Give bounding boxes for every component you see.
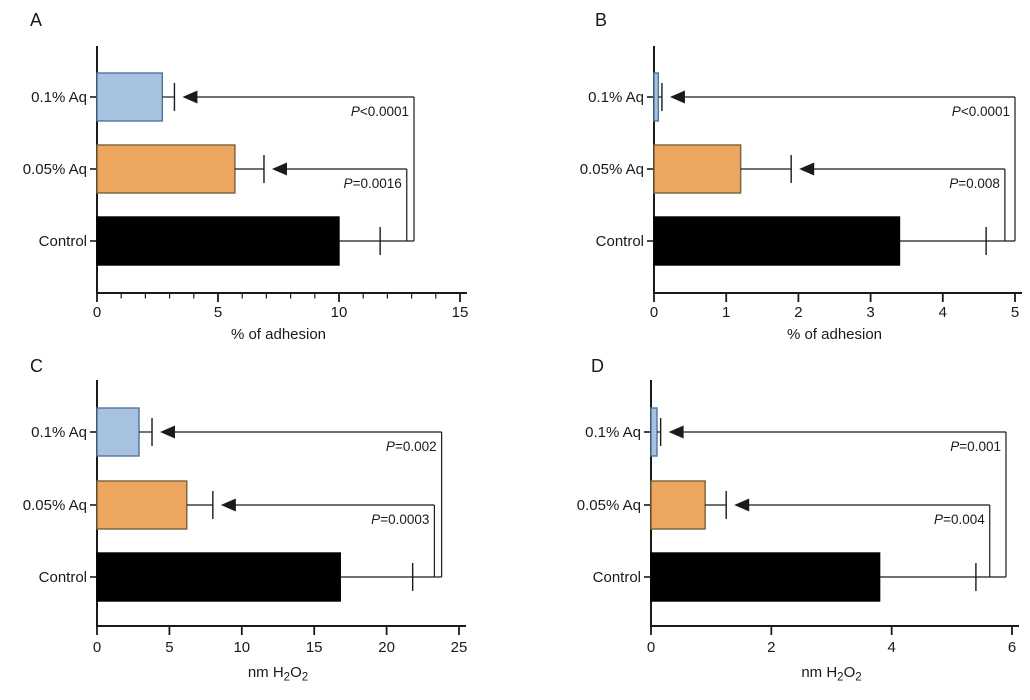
p-value-label: P=0.004 [934,512,985,527]
x-axis-tick-label: 3 [866,304,874,321]
panel-A-chart: A 0 5 10 15 % of adhesion 0.1% Aq 0.05% Aq Contr… [23,10,469,343]
panel-C-chart: C 0 5 10 15 20 25 nm H2O2 0.1% Aq 0.05% Aq Control… [23,356,468,684]
bar-control [96,552,341,602]
x-axis-tick-label: 2 [767,639,775,656]
category-label: 0.1% Aq [588,89,644,106]
category-label: Control [596,233,644,250]
x-axis-title: % of adhesion [787,326,882,343]
bar-control [96,216,340,266]
x-axis-tick-label: 5 [214,304,222,321]
panel-letter: C [30,356,43,376]
x-axis-tick-label: 25 [451,639,468,656]
significance-arrow-icon [160,425,176,439]
bar-0-1-aq [653,72,660,122]
panel-letter: D [591,356,604,376]
p-value-label: P=0.002 [386,439,437,454]
significance-arrow-icon [220,498,236,512]
x-axis-tick-label: 1 [722,304,730,321]
x-axis-tick-label: 0 [647,639,655,656]
panel-D: D 0 2 4 6 nm H2O2 0.1% Aq 0.05% Aq Control P=0.00… [515,350,1030,700]
x-axis-tick-label: 15 [452,304,469,321]
x-axis-tick-label: 6 [1008,639,1016,656]
category-label: 0.1% Aq [31,89,87,106]
category-label: Control [39,233,87,250]
x-axis-tick-label: 4 [887,639,895,656]
bar-0-1-aq [96,407,140,457]
category-label: 0.05% Aq [23,161,87,178]
p-value-label: P=0.0016 [344,176,402,191]
x-axis-tick-label: 10 [233,639,250,656]
category-label: 0.1% Aq [31,424,87,441]
panel-A: A 0 5 10 15 % of adhesion 0.1% Aq 0.05% Aq Contr… [0,0,515,350]
significance-arrow-icon [668,425,684,439]
significance-arrow-icon [271,162,287,176]
bar-0-1-aq [96,72,164,122]
significance-arrow-icon [182,90,198,104]
panel-letter: B [595,10,607,30]
x-axis-tick-label: 10 [331,304,348,321]
bar-0-05-aq [653,144,742,194]
x-axis-tick-label: 0 [650,304,658,321]
panel-D-chart: D 0 2 4 6 nm H2O2 0.1% Aq 0.05% Aq Control P=0.00… [577,356,1019,684]
panel-B-chart: B 0 1 2 3 4 5 % of adhesion 0.1% Aq 0.05% Aq Contr… [580,10,1022,343]
significance-arrow-icon [669,90,685,104]
x-axis-tick-label: 0 [93,304,101,321]
category-label: Control [593,569,641,586]
significance-arrow-icon [734,498,750,512]
bar-0-05-aq [96,144,236,194]
category-label: Control [39,569,87,586]
category-label: 0.1% Aq [585,424,641,441]
bar-0-1-aq [650,407,658,457]
x-axis-tick-label: 0 [93,639,101,656]
p-value-label: P<0.0001 [351,104,409,119]
p-value-label: P<0.0001 [952,104,1010,119]
x-axis-tick-label: 20 [378,639,395,656]
category-label: 0.05% Aq [577,497,641,514]
x-axis-tick-label: 4 [939,304,947,321]
panel-letter: A [30,10,42,30]
p-value-label: P=0.001 [950,439,1001,454]
category-label: 0.05% Aq [580,161,644,178]
significance-arrow-icon [799,162,815,176]
x-axis-title: nm H2O2 [248,664,308,684]
category-label: 0.05% Aq [23,497,87,514]
x-axis-tick-label: 5 [165,639,173,656]
bar-0-05-aq [650,480,706,530]
p-value-label: P=0.0003 [371,512,429,527]
x-axis-tick-label: 5 [1011,304,1019,321]
x-axis-title: % of adhesion [231,326,326,343]
panel-B: B 0 1 2 3 4 5 % of adhesion 0.1% Aq 0.05% Aq Contr… [515,0,1030,350]
bar-control [653,216,901,266]
x-axis-tick-label: 2 [794,304,802,321]
x-axis-title: nm H2O2 [801,664,861,684]
bar-0-05-aq [96,480,188,530]
p-value-label: P=0.008 [949,176,1000,191]
panel-C: C 0 5 10 15 20 25 nm H2O2 0.1% Aq 0.05% Aq Control… [0,350,515,700]
x-axis-tick-label: 15 [306,639,323,656]
bar-control [650,552,881,602]
